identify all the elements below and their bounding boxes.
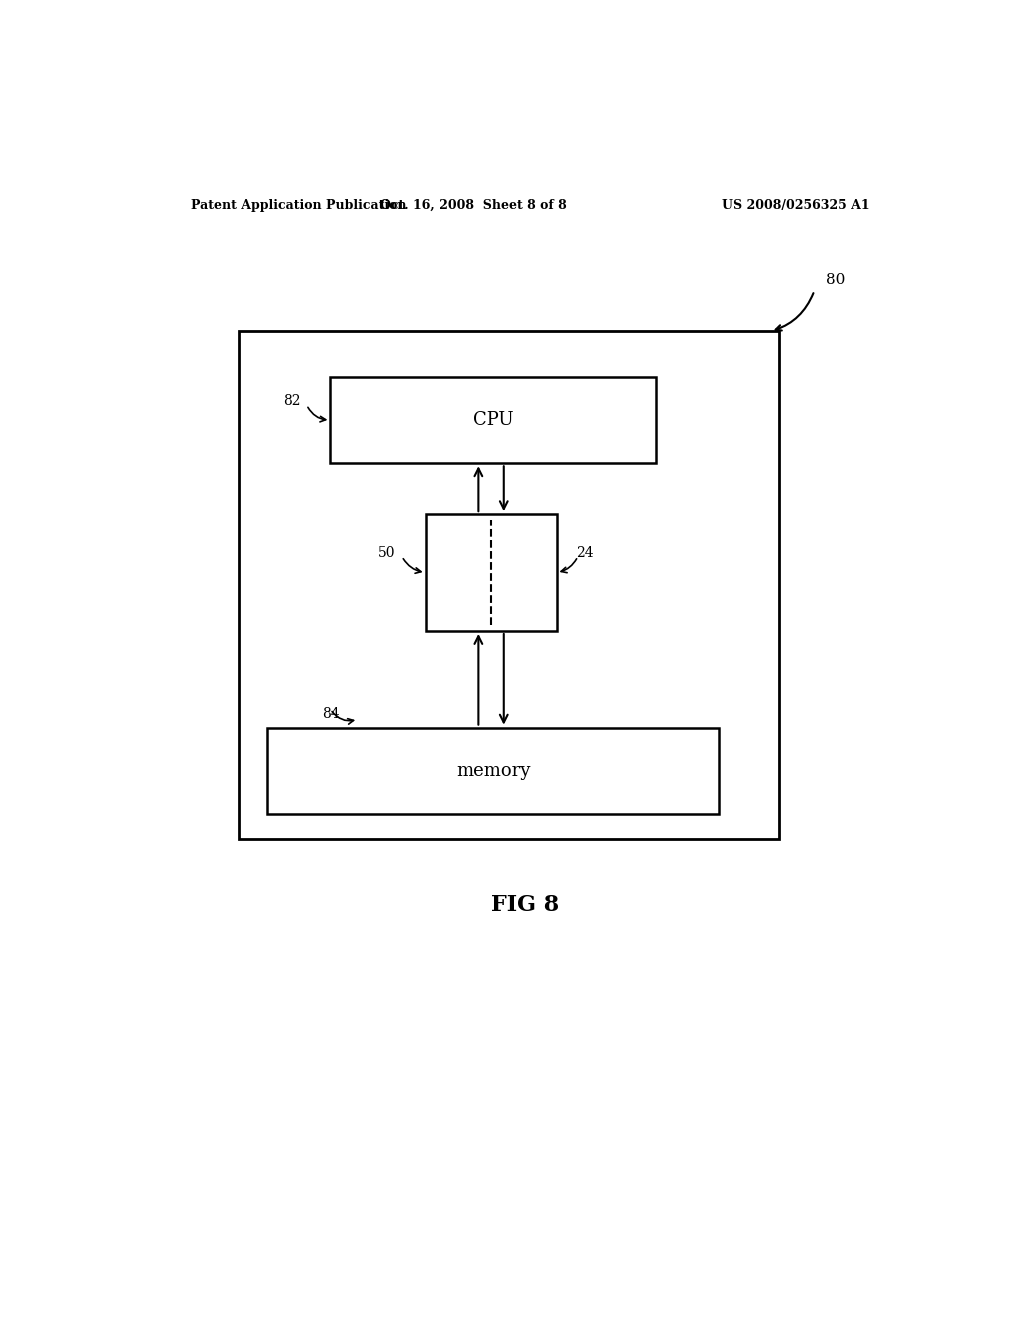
Text: 82: 82 (283, 393, 300, 408)
Text: memory: memory (456, 762, 530, 780)
Text: CPU: CPU (473, 411, 513, 429)
Bar (331, 378, 655, 463)
Text: Oct. 16, 2008  Sheet 8 of 8: Oct. 16, 2008 Sheet 8 of 8 (380, 199, 566, 213)
Text: 24: 24 (577, 546, 594, 561)
Bar (267, 727, 719, 814)
Text: FIG 8: FIG 8 (490, 895, 559, 916)
Text: 50: 50 (378, 546, 395, 561)
Text: 84: 84 (323, 708, 340, 721)
Bar (240, 331, 779, 840)
Text: Patent Application Publication: Patent Application Publication (191, 199, 407, 213)
Bar (426, 515, 557, 631)
Text: US 2008/0256325 A1: US 2008/0256325 A1 (722, 199, 870, 213)
Text: 80: 80 (826, 273, 846, 288)
